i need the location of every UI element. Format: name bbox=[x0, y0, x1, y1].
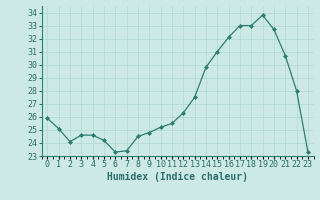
X-axis label: Humidex (Indice chaleur): Humidex (Indice chaleur) bbox=[107, 172, 248, 182]
